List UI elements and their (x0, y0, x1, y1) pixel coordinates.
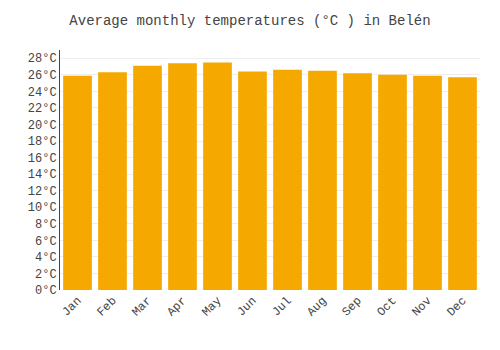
svg-text:20°C: 20°C (28, 119, 57, 133)
svg-text:Aug: Aug (304, 294, 329, 319)
svg-text:Nov: Nov (409, 294, 434, 319)
svg-text:2°C: 2°C (35, 268, 57, 282)
svg-text:12°C: 12°C (28, 185, 57, 199)
svg-text:0°C: 0°C (35, 284, 57, 298)
svg-text:Mar: Mar (129, 294, 154, 319)
svg-text:Jul: Jul (269, 294, 294, 319)
svg-text:16°C: 16°C (28, 152, 57, 166)
svg-text:26°C: 26°C (28, 69, 57, 83)
svg-text:Apr: Apr (164, 294, 189, 319)
svg-text:22°C: 22°C (28, 102, 57, 116)
svg-text:Jan: Jan (59, 294, 84, 319)
svg-text:14°C: 14°C (28, 168, 57, 182)
svg-text:May: May (199, 294, 224, 319)
svg-text:18°C: 18°C (28, 135, 57, 149)
svg-text:Jun: Jun (234, 294, 259, 319)
svg-text:4°C: 4°C (35, 251, 57, 265)
svg-text:Sep: Sep (339, 294, 364, 319)
svg-text:8°C: 8°C (35, 218, 57, 232)
svg-text:Average monthly temperatures (: Average monthly temperatures (°C ) in Be… (69, 13, 430, 29)
svg-text:6°C: 6°C (35, 235, 57, 249)
svg-text:Dec: Dec (444, 294, 469, 319)
svg-text:10°C: 10°C (28, 201, 57, 215)
svg-text:24°C: 24°C (28, 86, 57, 100)
svg-text:Oct: Oct (374, 294, 399, 319)
svg-text:Feb: Feb (94, 294, 119, 319)
svg-text:28°C: 28°C (28, 52, 57, 66)
